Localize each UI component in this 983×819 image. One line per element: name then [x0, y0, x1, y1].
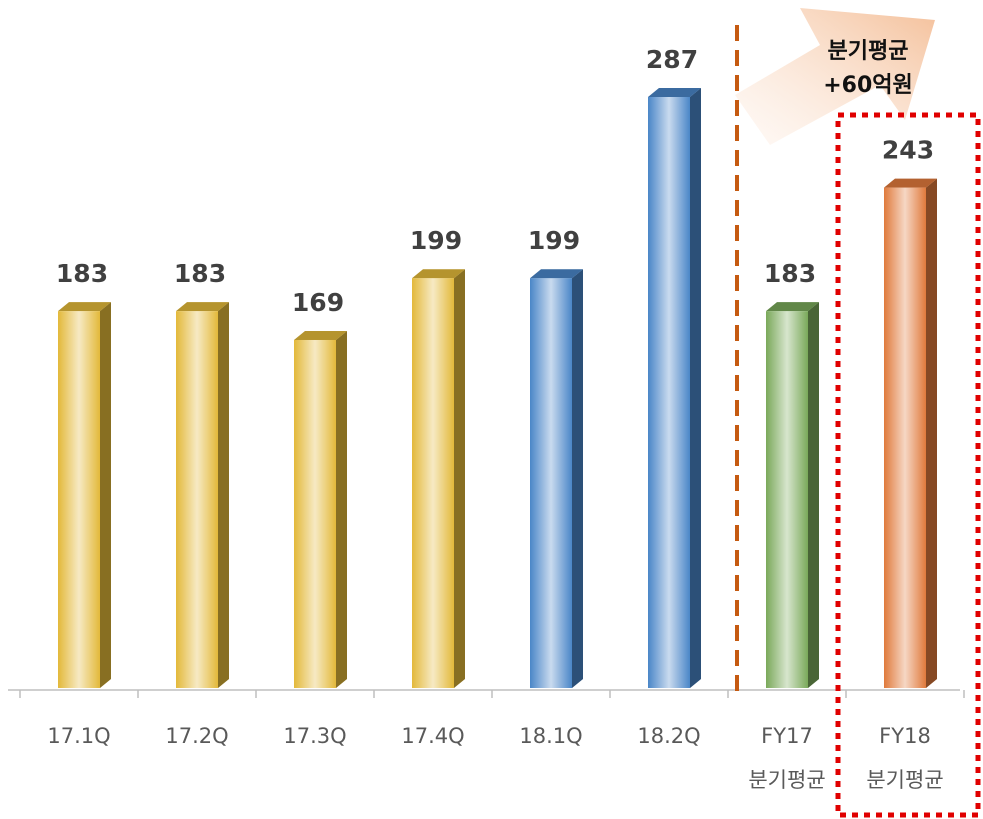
bar-side: [926, 178, 937, 689]
bar-side: [454, 269, 465, 688]
bar-top: [58, 302, 111, 312]
bar-side: [218, 302, 229, 688]
x-tick-label: 17.2Q: [165, 724, 228, 748]
bar-side-shade: [572, 269, 583, 688]
bar-side-shade: [808, 302, 819, 688]
bar-top: [412, 269, 465, 279]
x-tick-label: 분기평균: [866, 768, 943, 792]
x-tick-label: 17.3Q: [283, 724, 346, 748]
bar-top: [766, 302, 819, 312]
trend-arrow: [735, 8, 935, 145]
bar-top-shade: [648, 88, 701, 97]
annotation: 분기평균: [828, 39, 909, 64]
x-tick-label: 18.1Q: [519, 724, 582, 748]
bar-top-shade: [766, 302, 819, 312]
value-label: 243: [882, 136, 934, 165]
annotation: +60억원: [823, 73, 913, 98]
value-label: 183: [56, 259, 108, 288]
bar-top-shade: [884, 178, 937, 188]
bar-side: [100, 302, 111, 688]
bar-shine: [176, 311, 218, 688]
x-tick-label: 분기평균: [748, 768, 825, 792]
bar-shine: [766, 311, 808, 688]
bar-top: [530, 269, 583, 279]
value-label: 183: [174, 259, 226, 288]
bar-side: [690, 88, 701, 688]
bar-shine: [294, 339, 336, 688]
bar-shine: [884, 187, 926, 689]
value-label: 287: [646, 45, 698, 74]
bar-top: [176, 302, 229, 312]
value-label: 169: [292, 288, 344, 317]
bar-side: [336, 330, 347, 688]
bar-shine: [530, 278, 572, 688]
value-label: 199: [528, 226, 580, 255]
bar-side-shade: [454, 269, 465, 688]
bar-side-shade: [336, 330, 347, 688]
bar-top: [294, 330, 347, 340]
bar-shine: [58, 311, 100, 688]
x-tick-label: 17.1Q: [47, 724, 110, 748]
bar-top-shade: [58, 302, 111, 312]
x-tick-label: FY18: [879, 724, 931, 748]
bar-side: [808, 302, 819, 688]
bar-top-shade: [530, 269, 583, 279]
bar-shine: [412, 278, 454, 688]
bar-side-shade: [218, 302, 229, 688]
x-tick-label: 18.2Q: [637, 724, 700, 748]
bar-side-shade: [100, 302, 111, 688]
value-label: 183: [764, 259, 816, 288]
bar-side: [572, 269, 583, 688]
bar-top-shade: [294, 330, 347, 340]
x-tick-label: FY17: [761, 724, 813, 748]
bar-top-shade: [176, 302, 229, 312]
bar-side-shade: [926, 178, 937, 689]
x-tick-label: 17.4Q: [401, 724, 464, 748]
bar-shine: [648, 97, 690, 688]
bar-side-shade: [690, 88, 701, 688]
bar-top-shade: [412, 269, 465, 279]
value-label: 199: [410, 226, 462, 255]
bar-top: [648, 88, 701, 97]
bar-top: [884, 178, 937, 188]
